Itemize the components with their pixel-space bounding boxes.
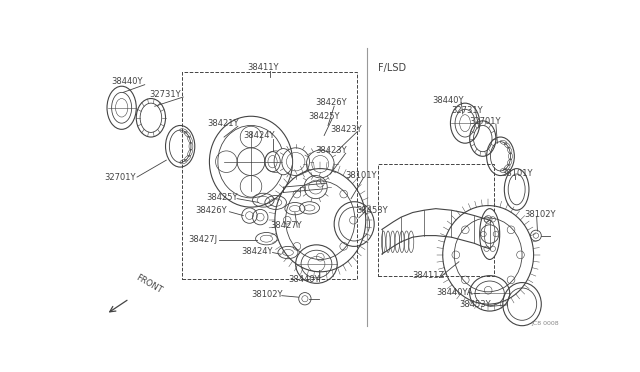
Text: 32731Y: 32731Y (149, 90, 181, 99)
Text: 38102Y: 38102Y (251, 291, 282, 299)
Text: 32731Y: 32731Y (451, 106, 483, 115)
Text: JC8 0008: JC8 0008 (531, 321, 559, 326)
Text: 38102Y: 38102Y (524, 209, 556, 218)
Text: 38427J: 38427J (188, 235, 217, 244)
Ellipse shape (480, 209, 500, 260)
Text: 38423Y: 38423Y (315, 147, 346, 155)
Text: FRONT: FRONT (134, 273, 163, 295)
Text: 38453Y: 38453Y (356, 206, 388, 215)
Text: 38411Y: 38411Y (247, 63, 278, 72)
Bar (182, 71, 357, 279)
Text: 32701Y: 32701Y (105, 173, 136, 182)
Text: 38440YA: 38440YA (436, 288, 472, 297)
Ellipse shape (274, 148, 292, 175)
Text: 38101Y: 38101Y (501, 170, 532, 179)
Text: 38425Y: 38425Y (206, 193, 238, 202)
Text: F/LSD: F/LSD (378, 63, 406, 73)
Text: 38453Y: 38453Y (459, 301, 490, 310)
Text: 38440Y: 38440Y (111, 77, 142, 86)
Text: 38421Y: 38421Y (207, 119, 239, 128)
Ellipse shape (209, 116, 292, 207)
Text: 32701Y: 32701Y (470, 117, 501, 126)
Text: 38424Y: 38424Y (242, 247, 273, 256)
Text: 38440Y: 38440Y (432, 96, 463, 105)
Text: 38426Y: 38426Y (196, 206, 227, 215)
Text: 38101Y: 38101Y (345, 171, 376, 180)
Text: 38426Y: 38426Y (316, 98, 348, 107)
Text: 38423Y: 38423Y (330, 125, 362, 134)
Text: 38440Y: 38440Y (288, 275, 319, 284)
Text: 38427Y: 38427Y (270, 221, 302, 230)
Bar (378, 164, 493, 276)
Text: 38425Y: 38425Y (308, 112, 340, 121)
Text: 38424Y: 38424Y (243, 131, 275, 140)
Text: 38411Z: 38411Z (413, 271, 445, 280)
